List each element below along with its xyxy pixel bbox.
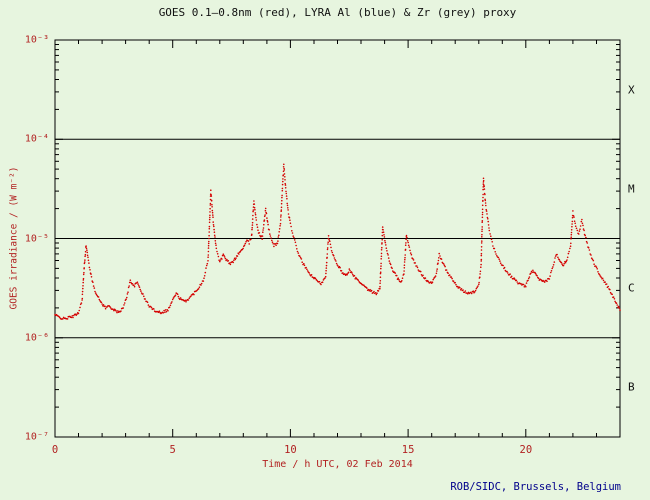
y-axis-title: GOES irradiance / (W m⁻²) bbox=[8, 166, 20, 310]
credit-text: ROB/SIDC, Brussels, Belgium bbox=[450, 481, 621, 493]
chart-title: GOES 0.1–0.8nm (red), LYRA Al (blue) & Z… bbox=[158, 6, 517, 19]
x-axis-title: Time / h UTC, 02 Feb 2014 bbox=[262, 459, 413, 470]
